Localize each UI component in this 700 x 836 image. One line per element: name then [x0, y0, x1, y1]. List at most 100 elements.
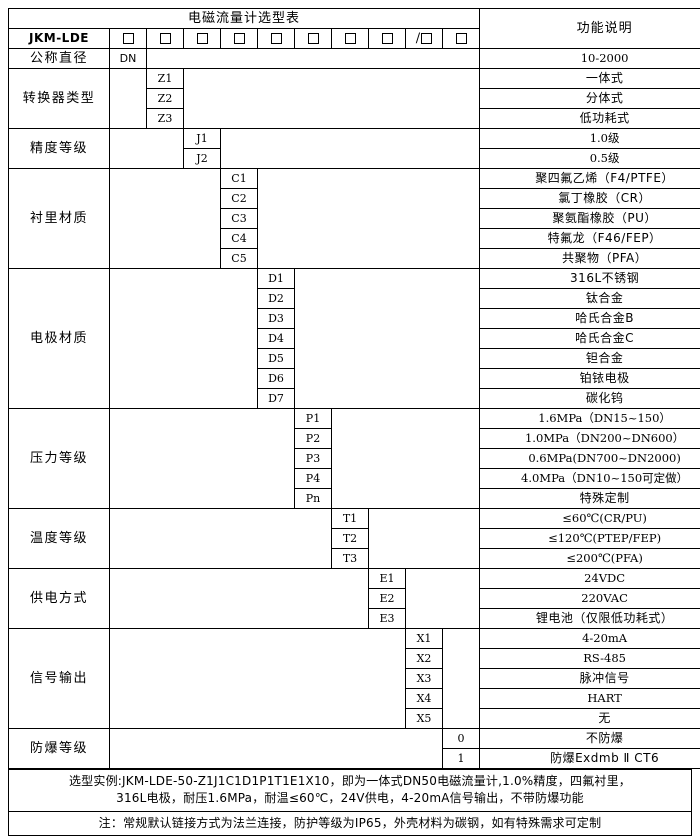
code-cell[interactable]: P2	[295, 429, 332, 449]
checkbox-icon[interactable]	[382, 33, 393, 44]
checkbox-cell-e[interactable]	[369, 29, 406, 49]
description-cell: 氯丁橡胶（CR）	[480, 189, 700, 209]
checkbox-icon[interactable]	[308, 33, 319, 44]
description-cell: 4.0MPa（DN10~150可定做）	[480, 469, 700, 489]
row-label: 精度等级	[9, 129, 110, 169]
code-cell[interactable]: X2	[406, 649, 443, 669]
description-cell: 0.6MPa(DN700~DN2000)	[480, 449, 700, 469]
description-cell: 不防爆	[480, 729, 700, 749]
checkbox-cell-p[interactable]	[295, 29, 332, 49]
code-cell[interactable]: Z1	[147, 69, 184, 89]
description-cell: 碳化钨	[480, 389, 700, 409]
code-cell[interactable]: J2	[184, 149, 221, 169]
code-cell[interactable]: E2	[369, 589, 406, 609]
code-cell[interactable]: DN	[110, 49, 147, 69]
code-cell[interactable]: C3	[221, 209, 258, 229]
checkbox-cell-t[interactable]	[332, 29, 369, 49]
code-cell[interactable]: C2	[221, 189, 258, 209]
general-note: 注：常规默认链接方式为法兰连接，防护等级为IP65，外壳材料为碳钢，如有特殊需求…	[9, 811, 692, 835]
table-title-row: 电磁流量计选型表 功能说明	[9, 9, 700, 29]
code-cell[interactable]: Z2	[147, 89, 184, 109]
code-cell[interactable]: X3	[406, 669, 443, 689]
code-cell[interactable]: P1	[295, 409, 332, 429]
notes-table: 选型实例:JKM-LDE-50-Z1J1C1D1P1T1E1X10，即为一体式D…	[8, 769, 692, 836]
spacer-cell	[295, 269, 480, 409]
checkbox-icon[interactable]	[234, 33, 245, 44]
code-cell[interactable]: X1	[406, 629, 443, 649]
description-cell: 220VAC	[480, 589, 700, 609]
code-cell[interactable]: X4	[406, 689, 443, 709]
description-cell: 共聚物（PFA）	[480, 249, 700, 269]
code-cell[interactable]: D5	[258, 349, 295, 369]
code-cell[interactable]: D6	[258, 369, 295, 389]
row-label: 公称直径	[9, 49, 110, 69]
checkbox-icon[interactable]	[345, 33, 356, 44]
description-cell: ≤60℃(CR/PU)	[480, 509, 700, 529]
code-cell[interactable]: P3	[295, 449, 332, 469]
code-cell[interactable]: E3	[369, 609, 406, 629]
code-cell[interactable]: T3	[332, 549, 369, 569]
code-cell[interactable]: C5	[221, 249, 258, 269]
description-cell: ≤120℃(PTEP/FEP)	[480, 529, 700, 549]
checkbox-cell-c[interactable]	[221, 29, 258, 49]
spacer-cell	[184, 69, 480, 129]
checkbox-cell-d[interactable]	[258, 29, 295, 49]
checkbox-cell-j[interactable]	[184, 29, 221, 49]
code-cell[interactable]: E1	[369, 569, 406, 589]
code-cell[interactable]: D4	[258, 329, 295, 349]
function-description-header: 功能说明	[480, 9, 700, 49]
checkbox-icon[interactable]	[197, 33, 208, 44]
description-cell: 钛合金	[480, 289, 700, 309]
checkbox-cell-x[interactable]: /	[406, 29, 443, 49]
checkbox-cell-ex[interactable]	[443, 29, 480, 49]
code-cell[interactable]: Z3	[147, 109, 184, 129]
code-cell[interactable]: T2	[332, 529, 369, 549]
spacer-cell	[110, 129, 184, 169]
model-code: JKM-LDE	[9, 29, 110, 49]
code-cell[interactable]: J1	[184, 129, 221, 149]
code-cell[interactable]: Pn	[295, 489, 332, 509]
checkbox-cell-dn[interactable]	[110, 29, 147, 49]
spacer-cell	[110, 69, 147, 129]
checkbox-icon[interactable]	[160, 33, 171, 44]
code-cell[interactable]: 1	[443, 749, 480, 769]
description-cell: 无	[480, 709, 700, 729]
checkbox-icon[interactable]	[271, 33, 282, 44]
description-cell: 1.0级	[480, 129, 700, 149]
description-cell: 低功耗式	[480, 109, 700, 129]
checkbox-icon[interactable]	[456, 33, 467, 44]
description-cell: 316L不锈钢	[480, 269, 700, 289]
code-cell[interactable]: 0	[443, 729, 480, 749]
table-row: 供电方式 E1 24VDC	[9, 569, 700, 589]
description-cell: 一体式	[480, 69, 700, 89]
checkbox-cell-z[interactable]	[147, 29, 184, 49]
table-title: 电磁流量计选型表	[9, 9, 480, 29]
description-cell: 防爆Exdmb Ⅱ CT6	[480, 749, 700, 769]
description-cell: 聚氨酯橡胶（PU）	[480, 209, 700, 229]
code-cell[interactable]: D2	[258, 289, 295, 309]
code-cell[interactable]: C1	[221, 169, 258, 189]
description-cell: 钽合金	[480, 349, 700, 369]
code-cell[interactable]: P4	[295, 469, 332, 489]
row-label: 信号输出	[9, 629, 110, 729]
code-cell[interactable]: T1	[332, 509, 369, 529]
table-row: 电极材质 D1 316L不锈钢	[9, 269, 700, 289]
row-label: 温度等级	[9, 509, 110, 569]
selection-table: 电磁流量计选型表 功能说明 JKM-LDE / 公称直径 DN	[8, 8, 700, 769]
spacer-cell	[110, 729, 443, 769]
checkbox-icon[interactable]	[123, 33, 134, 44]
code-cell[interactable]: X5	[406, 709, 443, 729]
spacer-cell	[369, 509, 480, 569]
spacer-cell	[110, 509, 332, 569]
code-cell[interactable]: D7	[258, 389, 295, 409]
code-cell[interactable]: D3	[258, 309, 295, 329]
code-cell[interactable]: C4	[221, 229, 258, 249]
table-row: 转换器类型 Z1 一体式	[9, 69, 700, 89]
spacer-cell	[147, 49, 480, 69]
table-row: 精度等级 J1 1.0级	[9, 129, 700, 149]
row-label: 防爆等级	[9, 729, 110, 769]
spacer-cell	[110, 569, 369, 629]
description-cell: 0.5级	[480, 149, 700, 169]
checkbox-icon[interactable]	[421, 33, 432, 44]
code-cell[interactable]: D1	[258, 269, 295, 289]
